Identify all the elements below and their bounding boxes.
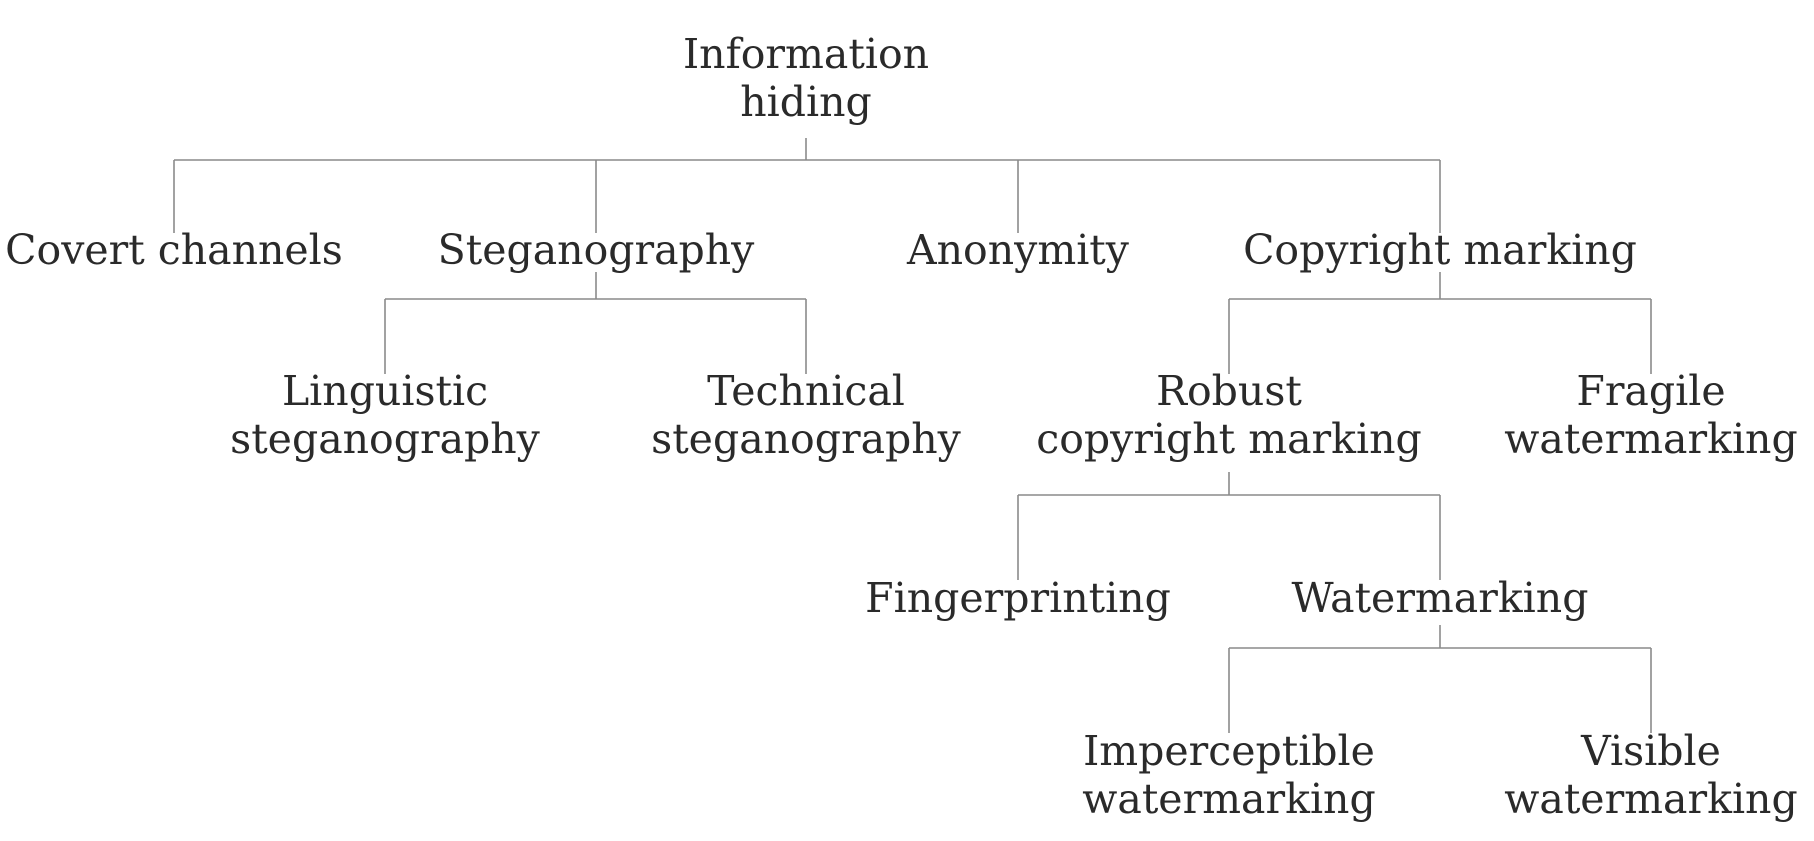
node-label: Covert channels [5, 226, 343, 274]
node-label: Copyright marking [1243, 226, 1637, 274]
node-label: steganography [651, 415, 961, 463]
node-steganography: Steganography [438, 226, 755, 274]
node-visible-watermarking: Visible watermarking [1504, 727, 1797, 823]
node-label: Watermarking [1291, 574, 1589, 622]
node-covert-channels: Covert channels [5, 226, 343, 274]
node-label: Anonymity [907, 226, 1129, 274]
node-label: watermarking [1504, 775, 1798, 823]
node-robust-copyright-marking: Robust copyright marking [1036, 367, 1421, 463]
node-label: Fragile [1576, 367, 1726, 415]
node-label: hiding [740, 78, 872, 126]
node-label: Linguistic [281, 367, 489, 415]
node-label: copyright marking [1036, 415, 1422, 463]
node-fingerprinting: Fingerprinting [865, 574, 1171, 622]
node-anonymity: Anonymity [907, 226, 1129, 274]
node-label: watermarking [1504, 415, 1798, 463]
node-linguistic-steganography: Linguistic steganography [230, 367, 540, 463]
node-copyright-marking: Copyright marking [1243, 226, 1637, 274]
node-information-hiding: Information hiding [683, 30, 929, 126]
node-label: Visible [1581, 727, 1721, 775]
node-technical-steganography: Technical steganography [651, 367, 961, 463]
node-label: Information [682, 30, 930, 78]
node-label: Fingerprinting [865, 574, 1171, 622]
node-watermarking: Watermarking [1292, 574, 1589, 622]
node-label: Steganography [437, 226, 755, 274]
node-fragile-watermarking: Fragile watermarking [1504, 367, 1797, 463]
node-label: Technical [707, 367, 905, 415]
node-label: Robust [1156, 367, 1302, 415]
node-imperceptible-watermarking: Imperceptible watermarking [1082, 727, 1375, 823]
node-label: watermarking [1082, 775, 1376, 823]
node-label: steganography [230, 415, 540, 463]
node-label: Imperceptible [1083, 727, 1375, 775]
